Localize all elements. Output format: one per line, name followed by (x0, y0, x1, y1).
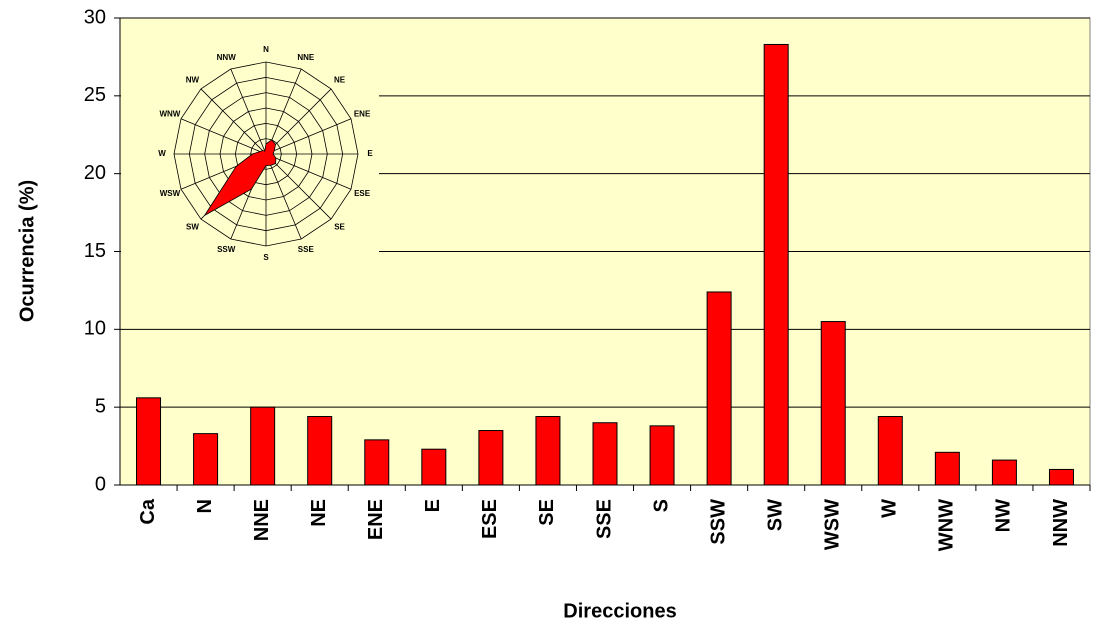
x-tick-label: ENE (365, 499, 387, 540)
x-tick-label: N (194, 499, 216, 513)
bar (250, 406, 276, 486)
rose-label: NW (186, 76, 200, 85)
y-axis-label: Ocurrencia (%) (16, 180, 38, 322)
x-tick-label: ESE (479, 499, 501, 539)
inset-background (121, 20, 379, 270)
bar (193, 433, 219, 486)
rose-label: NNE (297, 53, 315, 62)
rose-label: WSW (160, 189, 181, 198)
bar (649, 425, 675, 486)
bar (877, 416, 903, 486)
x-tick-label: NE (308, 499, 330, 527)
bar (307, 416, 333, 486)
y-tick-label: 25 (84, 84, 106, 106)
bar (136, 397, 162, 486)
bar (1048, 468, 1074, 486)
x-tick-label: W (879, 499, 901, 518)
spoke (265, 153, 302, 240)
x-tick-label: S (650, 499, 672, 512)
x-tick-label: WNW (936, 499, 958, 551)
bar (592, 422, 618, 486)
bar (763, 43, 789, 486)
rose-label: WNW (159, 109, 180, 118)
rose-label: W (158, 149, 166, 158)
y-tick-label: 5 (95, 395, 106, 417)
spoke (230, 68, 267, 155)
x-tick-label: WSW (822, 499, 844, 550)
spoke (200, 88, 267, 155)
rose-label: NE (334, 76, 346, 85)
rose-label: S (263, 253, 269, 262)
x-tick-label: NW (993, 499, 1015, 532)
bar (535, 416, 561, 486)
bar (991, 459, 1017, 486)
x-tick-label: SSE (593, 499, 615, 539)
spoke (265, 153, 352, 190)
rose-area (204, 139, 277, 216)
spoke (180, 118, 267, 155)
rose-label: N (263, 45, 269, 54)
bar (820, 321, 846, 486)
rose-label: E (367, 149, 373, 158)
bar (478, 430, 504, 486)
x-tick-label: E (422, 499, 444, 512)
spoke (265, 118, 352, 155)
bar (421, 448, 447, 486)
spoke (265, 153, 332, 220)
rose-label: ESE (354, 189, 371, 198)
rose-label: NNW (217, 53, 237, 62)
rose-label: SSE (298, 245, 315, 254)
y-tick-label: 15 (84, 240, 106, 262)
y-tick-label: 20 (84, 162, 106, 184)
y-tick-label: 10 (84, 318, 106, 340)
rose-label: SE (334, 223, 345, 232)
x-tick-label: SW (764, 499, 786, 531)
x-tick-label: NNE (251, 499, 273, 541)
y-tick-label: 30 (84, 6, 106, 28)
rose-label: SW (186, 223, 199, 232)
x-tick-label: SSW (707, 499, 729, 545)
bar (364, 439, 390, 486)
rose-label: ENE (354, 109, 371, 118)
y-tick-label: 0 (95, 473, 106, 495)
bar (934, 451, 960, 486)
x-tick-label: Ca (137, 498, 159, 524)
rose-label: SSW (217, 245, 236, 254)
x-axis-label: Direcciones (563, 600, 676, 622)
spoke (265, 88, 332, 155)
x-tick-label: SE (536, 499, 558, 526)
x-tick-label: NNW (1050, 499, 1072, 547)
bar (706, 291, 732, 486)
